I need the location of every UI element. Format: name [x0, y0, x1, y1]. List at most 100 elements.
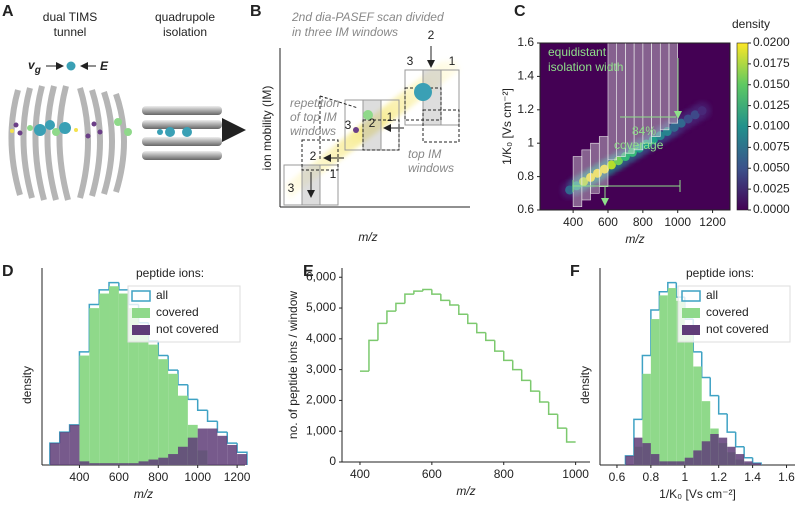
ion [363, 110, 373, 120]
hist-bar [128, 463, 139, 465]
y-axis-label: 1/K₀ [Vs cm⁻²] [500, 88, 514, 165]
hist-bar [138, 461, 149, 465]
density-cell [676, 118, 686, 128]
x-tick-label: 800 [148, 470, 168, 484]
hist-bar [148, 459, 159, 465]
tims-tunnel [8, 85, 127, 201]
legend-swatch [131, 290, 151, 302]
axis-label: ion mobility (IM) [260, 86, 274, 171]
hist-bar [676, 300, 685, 465]
annotation: 84% [632, 124, 656, 138]
legend-label: all [706, 288, 718, 302]
density-cell [669, 122, 679, 132]
panel-label: F [570, 263, 580, 280]
legend-swatch [682, 308, 700, 318]
colorbar [736, 42, 749, 211]
legend-label: not covered [156, 322, 219, 336]
panel-label: A [2, 3, 14, 20]
x-axis-label: 1/K₀ [Vs cm⁻²] [659, 487, 736, 501]
colorbar-tick-label: 0.0050 [753, 160, 790, 174]
step-segment [467, 314, 477, 325]
panel-b: B 2nd dia-PASEF scan divided in three IM… [250, 3, 470, 244]
hist-bar [109, 463, 119, 465]
x-tick-label: 1200 [699, 215, 726, 229]
hist-bar [659, 295, 668, 465]
step-segment [520, 369, 531, 382]
legend-label: all [156, 288, 168, 302]
step-segment [502, 351, 513, 362]
hist-bar [49, 443, 60, 465]
hist-bar [659, 461, 668, 465]
step-segment [377, 322, 387, 341]
caption: isolation [163, 25, 207, 39]
y-tick-label: 1.2 [517, 102, 534, 116]
density-cell [565, 185, 575, 195]
hist-outline [157, 340, 169, 357]
x-tick-label: 1000 [562, 467, 589, 481]
x-tick-label: 1000 [184, 470, 211, 484]
x-tick-label: 400 [563, 215, 583, 229]
y-tick-label: 4,000 [306, 331, 336, 345]
hist-outline [187, 384, 198, 401]
x-tick-label: 0.6 [609, 470, 626, 484]
density-cell [648, 135, 658, 145]
step-segment [511, 360, 522, 371]
x-axis-label: m/z [134, 487, 153, 501]
step-segment [485, 332, 495, 342]
hist-bar [676, 461, 685, 465]
y-tick-label: 1,000 [306, 423, 336, 437]
hist-bar [118, 463, 129, 465]
hist-bar [59, 432, 70, 465]
hist-outline [167, 355, 178, 371]
hist-bar [642, 373, 651, 465]
frame [539, 42, 731, 211]
hist-bar [89, 308, 100, 465]
y-axis-label: density [20, 366, 34, 404]
x-tick-label: 1 [681, 470, 688, 484]
hist-bar [625, 455, 634, 465]
y-tick-label: 5,000 [306, 300, 336, 314]
step-segment [386, 310, 396, 324]
note: windows [290, 124, 336, 138]
hist-bar [667, 288, 677, 465]
window-number: 3 [407, 54, 414, 68]
quadrupole [142, 106, 222, 160]
colorbar-tick-label: 0.0000 [753, 202, 790, 216]
hist-bar [684, 326, 694, 465]
hist-bar [158, 457, 169, 465]
note: 2nd dia-PASEF scan divided [291, 10, 444, 24]
hist-bar [633, 437, 643, 465]
step-segment [404, 293, 414, 304]
x-axis-label: m/z [625, 232, 644, 246]
hist-bar [177, 395, 188, 465]
hist-bar [197, 428, 208, 465]
hist-bar [667, 461, 677, 465]
step-segment [476, 323, 486, 334]
ion [353, 127, 359, 133]
hist-bar [118, 293, 129, 465]
panel-a: A dual TIMS tunnel quadrupole isolation … [2, 3, 246, 201]
hist-bar [79, 461, 90, 465]
note: repetition [290, 96, 340, 110]
isolation-window [572, 156, 583, 207]
hist-bar [138, 326, 149, 465]
hist-bar [237, 454, 247, 465]
hist-bar [168, 373, 178, 465]
note: top IM [408, 147, 441, 161]
panel-label: C [514, 3, 526, 20]
density-cell [690, 110, 700, 120]
hist-outline [709, 377, 719, 397]
hist-bar [217, 435, 228, 465]
hist-bar [99, 293, 110, 465]
x-tick-label: 1000 [664, 215, 691, 229]
hist-bar [89, 463, 100, 465]
colorbar-tick-label: 0.0025 [753, 181, 790, 195]
caption: tunnel [54, 25, 87, 39]
v-sub: g [34, 65, 41, 76]
hist-bar [718, 437, 728, 465]
hist-bar [752, 463, 762, 465]
step-segment [538, 391, 549, 403]
y-axis-label: density [578, 366, 592, 404]
window-number: 2 [369, 116, 376, 130]
